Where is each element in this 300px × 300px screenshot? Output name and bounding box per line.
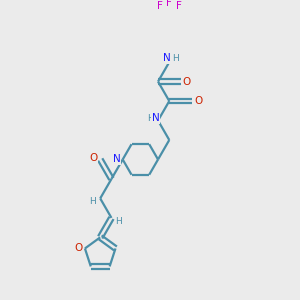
Text: N: N: [163, 53, 171, 63]
Text: H: H: [90, 197, 96, 206]
Text: H: H: [172, 54, 179, 63]
Text: F: F: [157, 1, 163, 11]
Text: H: H: [147, 114, 153, 123]
Text: O: O: [74, 244, 83, 254]
Text: N: N: [152, 113, 160, 123]
Text: O: O: [183, 76, 191, 87]
Text: O: O: [194, 96, 202, 106]
Text: F: F: [176, 1, 182, 11]
Text: O: O: [90, 153, 98, 163]
Text: H: H: [115, 218, 122, 226]
Text: F: F: [166, 0, 172, 8]
Text: N: N: [113, 154, 121, 164]
